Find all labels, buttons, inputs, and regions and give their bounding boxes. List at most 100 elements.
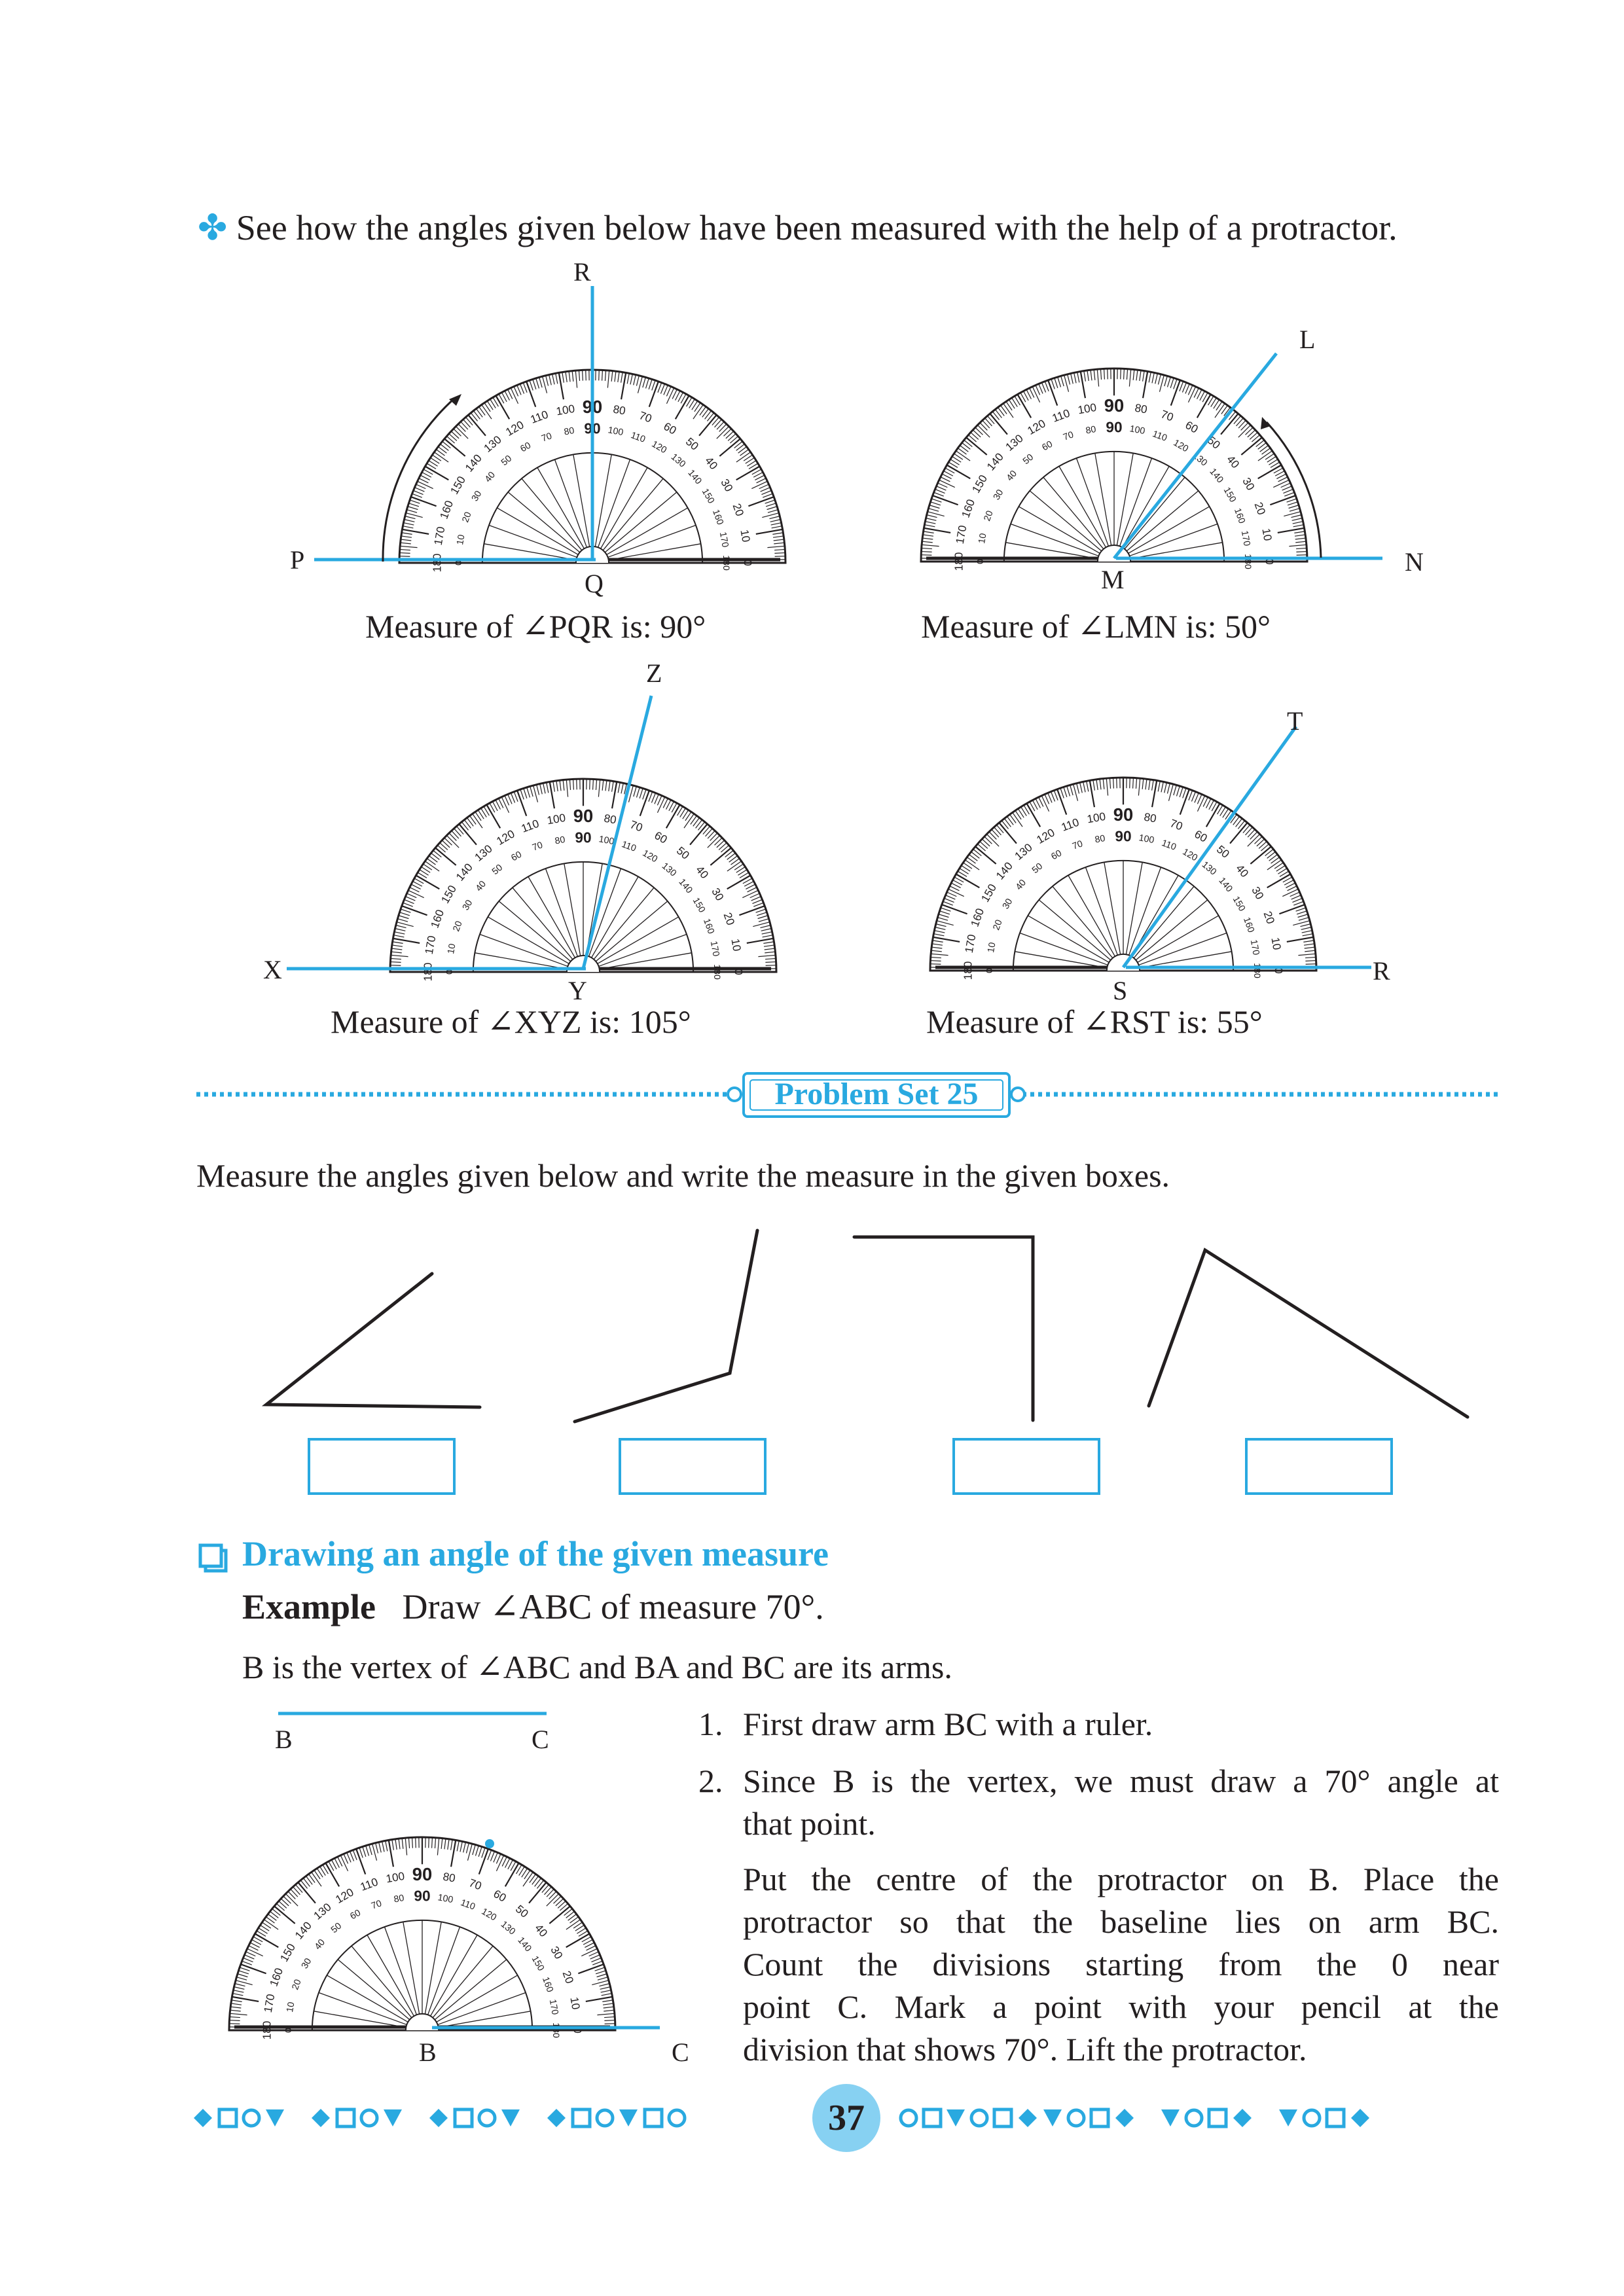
svg-text:80: 80	[1134, 402, 1148, 416]
svg-text:10: 10	[738, 529, 752, 543]
label-y: Y	[568, 976, 587, 1005]
svg-text:80: 80	[1094, 833, 1106, 846]
page-number-circle	[812, 2084, 880, 2152]
svg-text:10: 10	[1269, 937, 1283, 951]
footer-ornaments	[194, 2108, 1369, 2128]
para-line-2: protractor so that the baseline lies on …	[743, 1903, 1499, 1940]
lmn-arrow-head	[1261, 417, 1271, 429]
svg-text:110: 110	[1160, 838, 1178, 853]
svg-text:180: 180	[261, 2021, 274, 2040]
svg-text:90: 90	[414, 1887, 430, 1904]
label-p: P	[290, 545, 305, 575]
svg-text:60: 60	[509, 850, 524, 864]
svg-text:20: 20	[991, 918, 1004, 931]
svg-text:0: 0	[1263, 558, 1275, 565]
para-line-4: point C. Mark a point with your pencil a…	[743, 1988, 1499, 2025]
svg-text:170: 170	[963, 933, 979, 954]
svg-text:60: 60	[1040, 439, 1055, 454]
svg-text:100: 100	[555, 403, 575, 418]
svg-text:0: 0	[984, 968, 995, 973]
pqr-rotation-arrow	[382, 397, 456, 562]
svg-text:70: 70	[370, 1898, 383, 1911]
svg-text:90: 90	[1113, 804, 1133, 825]
svg-text:20: 20	[290, 1978, 303, 1991]
svg-text:100: 100	[1138, 833, 1155, 846]
svg-text:10: 10	[285, 2001, 297, 2013]
svg-text:90: 90	[1106, 418, 1122, 435]
seventy-degree-mark	[485, 1839, 494, 1848]
label-c-top: C	[532, 1725, 549, 1754]
svg-text:0: 0	[454, 560, 464, 565]
caption-rst: Measure of ∠RST is: 55°	[926, 1003, 1263, 1040]
answer-box-1	[308, 1438, 456, 1495]
caption-lmn: Measure of ∠LMN is: 50°	[921, 608, 1271, 645]
svg-text:80: 80	[1143, 811, 1157, 825]
svg-text:70: 70	[1062, 429, 1075, 442]
intro-text: See how the angles given below have been…	[236, 208, 1398, 247]
svg-text:0: 0	[732, 969, 744, 975]
pqr-arrow-head	[449, 394, 461, 406]
svg-text:80: 80	[612, 403, 626, 418]
label-b-top: B	[275, 1725, 293, 1754]
caption-pqr: Measure of ∠PQR is: 90°	[365, 608, 706, 645]
svg-text:20: 20	[451, 920, 464, 933]
label-m: M	[1101, 565, 1125, 594]
svg-text:100: 100	[1128, 423, 1146, 437]
svg-text:180: 180	[431, 554, 444, 573]
svg-text:180: 180	[1252, 963, 1262, 978]
svg-text:90: 90	[1104, 395, 1124, 416]
svg-text:160: 160	[1232, 507, 1247, 525]
svg-text:70: 70	[531, 840, 544, 853]
label-t: T	[1287, 706, 1303, 736]
svg-text:90: 90	[575, 829, 591, 846]
svg-text:160: 160	[540, 1975, 555, 1994]
svg-text:30: 30	[1001, 897, 1015, 911]
protractor-lmn: 0180101702016030150401405013060120701108…	[920, 367, 1308, 571]
rst-arm-st	[1121, 725, 1298, 969]
caption-xyz: Measure of ∠XYZ is: 105°	[331, 1003, 691, 1040]
svg-text:170: 170	[708, 941, 721, 958]
intro-line: ✤ See how the angles given below have be…	[198, 207, 1398, 248]
protractor-rst: 0180101702016030150401405013060120701108…	[929, 776, 1318, 980]
answer-box-3	[952, 1438, 1100, 1495]
label-b-bottom: B	[419, 2037, 437, 2067]
problem-angle-3	[852, 1235, 1035, 1422]
svg-text:170: 170	[954, 524, 969, 545]
svg-text:60: 60	[1049, 848, 1064, 863]
problem-angle-4	[1147, 1247, 1470, 1419]
label-r-right: R	[1373, 956, 1390, 986]
problem-angle-2	[573, 1229, 759, 1424]
problem-instruction: Measure the angles given below and write…	[196, 1157, 1170, 1194]
xyz-arm-yz	[581, 695, 653, 969]
svg-text:0: 0	[283, 2028, 294, 2033]
example-text: Draw ∠ABC of measure 70°.	[402, 1587, 824, 1626]
example-label: Example	[242, 1587, 376, 1626]
svg-text:170: 170	[262, 1993, 278, 2013]
label-s: S	[1113, 976, 1128, 1005]
example-line: Example Draw ∠ABC of measure 70°.	[242, 1586, 824, 1627]
lmn-rotation-arrow	[1265, 421, 1322, 558]
step-2-num: 2.	[698, 1763, 723, 1799]
lmn-arm-ml	[1113, 352, 1278, 560]
para-line-1: Put the centre of the protractor on B. P…	[743, 1861, 1499, 1897]
svg-text:170: 170	[423, 935, 439, 955]
svg-text:100: 100	[1086, 810, 1106, 826]
svg-text:180: 180	[962, 961, 975, 980]
svg-text:30: 30	[300, 1956, 314, 1971]
svg-text:100: 100	[598, 834, 615, 847]
svg-text:90: 90	[1115, 827, 1131, 844]
svg-text:60: 60	[348, 1908, 363, 1922]
svg-text:180: 180	[422, 963, 435, 982]
svg-text:110: 110	[459, 1897, 477, 1912]
svg-text:0: 0	[1272, 967, 1284, 974]
svg-text:180: 180	[721, 555, 731, 571]
svg-text:70: 70	[1071, 838, 1084, 852]
svg-text:80: 80	[442, 1871, 456, 1885]
svg-text:10: 10	[1259, 528, 1274, 542]
svg-text:0: 0	[444, 969, 455, 975]
step-2-line-1: Since B is the vertex, we must draw a 70…	[743, 1763, 1499, 1799]
svg-text:170: 170	[1239, 530, 1252, 547]
label-x: X	[263, 955, 282, 984]
svg-text:180: 180	[1242, 554, 1253, 569]
